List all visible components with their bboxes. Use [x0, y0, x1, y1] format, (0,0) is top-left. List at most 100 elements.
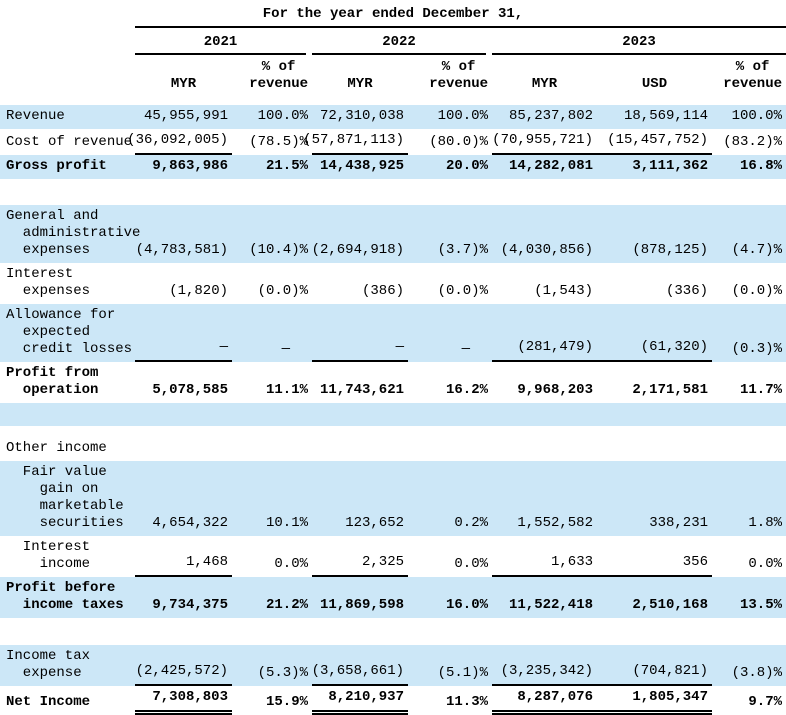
year-header-2022: 2022: [312, 28, 486, 55]
cell-value: 9,968,203: [517, 382, 593, 398]
cell-value: 14,438,925: [319, 158, 404, 174]
row-label: Gross profit: [6, 158, 107, 174]
table-body: Revenue 45,955,991 100.0% 72,310,038 100.0% 8…: [0, 105, 786, 715]
row-label: Interest expenses: [6, 266, 91, 299]
cell-value: (386): [361, 283, 404, 299]
spacer-row: [0, 179, 786, 205]
table-row: Allowance for expected credit losses — — — —…: [0, 304, 786, 362]
cell-value: (3,235,342): [492, 645, 597, 686]
title-underline: [135, 26, 786, 28]
cell-value: 13.5%: [739, 597, 782, 613]
table-row: Interest expenses (1,820) (0.0)% (386) (0.0)…: [0, 263, 786, 304]
cell-value: 8,210,937: [312, 686, 408, 715]
cell-value: 10.1%: [265, 515, 308, 531]
cell-value: 11,743,621: [319, 382, 404, 398]
spacer-row: [0, 618, 786, 645]
cell-value: (878,125): [632, 242, 708, 258]
cell-value: —: [281, 341, 290, 357]
spacer-row: [0, 403, 786, 426]
cell-value: (3.7)%: [437, 242, 488, 258]
cell-value: (4.7)%: [731, 242, 782, 258]
table-row: Other income: [0, 437, 786, 461]
table-row: Profit from operation 5,078,585 11.1% 11,74…: [0, 362, 786, 403]
cell-value: 3,111,362: [632, 158, 708, 174]
column-header-myr-2022: MYR: [312, 55, 408, 99]
cell-value: 1,633: [492, 536, 597, 577]
row-label: Profit before income taxes: [6, 580, 124, 613]
cell-value: 9,863,986: [152, 158, 228, 174]
cell-value: 4,654,322: [152, 515, 228, 531]
cell-value: (4,783,581): [135, 242, 228, 258]
cell-value: (704,821): [597, 645, 712, 686]
cell-value: 0.0%: [274, 556, 308, 572]
cell-value: (0.0)%: [257, 283, 308, 299]
cell-value: 11,869,598: [319, 597, 404, 613]
column-header-pct-2023: % of revenue: [712, 55, 786, 99]
cell-value: [492, 437, 597, 461]
cell-value: (10.4)%: [249, 242, 308, 258]
cell-value: [232, 437, 312, 461]
cell-value: 9,734,375: [152, 597, 228, 613]
cell-value: [597, 437, 712, 461]
table-row: Revenue 45,955,991 100.0% 72,310,038 100.0% 8…: [0, 105, 786, 129]
cell-value: 15.9%: [265, 694, 308, 710]
cell-value: 21.2%: [265, 597, 308, 613]
cell-value: 21.5%: [265, 158, 308, 174]
row-label: General and administrative expenses: [6, 208, 141, 258]
cell-value: 9.7%: [748, 694, 782, 710]
column-header-label: % of revenue: [429, 59, 488, 92]
cell-value: 2,171,581: [632, 382, 708, 398]
column-header-myr-2021: MYR: [135, 55, 232, 99]
cell-value: 11,522,418: [508, 597, 593, 613]
cell-value: [135, 437, 232, 461]
cell-value: 11.1%: [265, 382, 308, 398]
table-row: Net Income 7,308,803 15.9% 8,210,937 11.3% 8,…: [0, 686, 786, 715]
cell-value: 1,805,347: [597, 686, 712, 715]
cell-value: (36,092,005): [127, 129, 232, 155]
cell-value: (3.8)%: [731, 665, 782, 681]
cell-value: (83.2)%: [723, 134, 782, 150]
cell-value: (336): [665, 283, 708, 299]
year-header-2023: 2023: [492, 28, 786, 55]
cell-value: (2,694,918): [311, 242, 404, 258]
cell-value: —: [135, 304, 232, 362]
cell-value: 14,282,081: [508, 158, 593, 174]
cell-value: 338,231: [649, 515, 708, 531]
cell-value: —: [312, 304, 408, 362]
cell-value: (2,425,572): [135, 645, 232, 686]
cell-value: 100.0%: [437, 108, 488, 124]
cell-value: 18,569,114: [623, 108, 708, 124]
cell-value: 85,237,802: [508, 108, 593, 124]
table-row: Cost of revenue (36,092,005) (78.5)% (57,87…: [0, 129, 786, 155]
cell-value: 45,955,991: [143, 108, 228, 124]
table-row: Profit before income taxes 9,734,375 21.2%…: [0, 577, 786, 618]
cell-value: —: [461, 341, 470, 357]
cell-value: [408, 437, 492, 461]
row-label: Revenue: [6, 108, 65, 124]
year-header-2021: 2021: [135, 28, 306, 55]
cell-value: 1,468: [135, 536, 232, 577]
row-label: Cost of revenue: [6, 134, 133, 150]
column-header-pct-2021: % of revenue: [232, 55, 312, 99]
cell-value: [712, 437, 786, 461]
cell-value: 0.2%: [454, 515, 488, 531]
cell-value: (0.3)%: [731, 341, 782, 357]
cell-value: (0.0)%: [731, 283, 782, 299]
column-header-label: % of revenue: [723, 59, 782, 92]
cell-value: 0.0%: [748, 556, 782, 572]
cell-value: 2,510,168: [632, 597, 708, 613]
cell-value: (281,479): [492, 304, 597, 362]
column-header-pct-2022: % of revenue: [408, 55, 492, 99]
cell-value: 16.0%: [445, 597, 488, 613]
column-header-label: MYR: [170, 76, 197, 92]
table-row: Income tax expense (2,425,572) (5.3)% (3,65…: [0, 645, 786, 686]
cell-value: 100.0%: [731, 108, 782, 124]
cell-value: 16.8%: [739, 158, 782, 174]
row-label: Interest income: [22, 539, 91, 572]
cell-value: 356: [597, 536, 712, 577]
cell-value: (1,820): [169, 283, 228, 299]
column-header-label: USD: [641, 76, 668, 92]
cell-value: 72,310,038: [319, 108, 404, 124]
cell-value: 100.0%: [257, 108, 308, 124]
cell-value: 1.8%: [748, 515, 782, 531]
